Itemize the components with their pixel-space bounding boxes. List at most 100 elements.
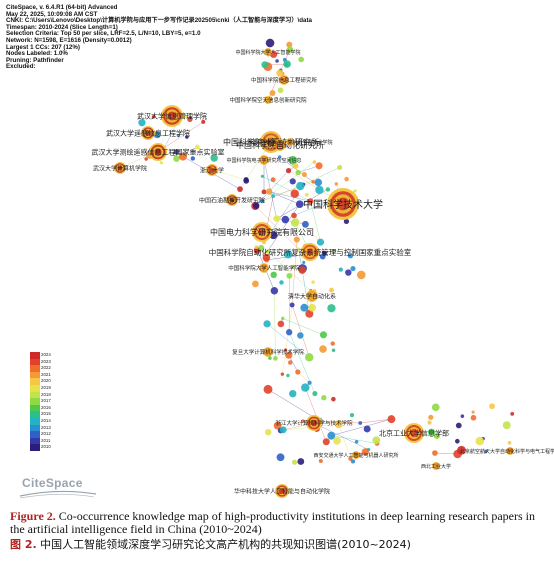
legend-year-label: 2021	[41, 371, 51, 377]
network-edge	[297, 371, 310, 383]
node-label: 中国科学院信息工程研究所	[251, 76, 318, 84]
minor-node	[302, 220, 309, 228]
minor-node	[319, 345, 327, 353]
node-ring	[306, 248, 314, 256]
minor-node	[475, 436, 485, 446]
node-label: 中国石油勘探开发研究院	[199, 196, 265, 204]
minor-node	[277, 155, 282, 159]
legend-year-label: 2022	[41, 365, 51, 371]
node-label: 武汉大学测绘遥感信息工程国家重点实验室	[92, 148, 225, 157]
node-ring	[266, 350, 270, 354]
minor-node	[315, 185, 324, 195]
minor-node	[276, 453, 285, 462]
minor-node	[308, 303, 317, 312]
minor-node	[144, 157, 148, 161]
legend-row: 2015	[30, 411, 52, 418]
legend-year-label: 2017	[41, 398, 51, 404]
minor-node	[428, 414, 434, 420]
node-label: 北京工业大学信息学部	[379, 429, 449, 438]
network-edge	[331, 435, 378, 444]
header-line: Excluded:	[6, 63, 36, 71]
citespace-logo: CiteSpace	[18, 474, 98, 500]
legend-swatch	[30, 378, 40, 385]
minor-node	[361, 448, 369, 456]
node-cas-space: 中国科学院空天信息创新研究院	[230, 96, 307, 104]
minor-node	[329, 287, 334, 293]
node-ring	[229, 197, 235, 203]
network-edge	[274, 290, 276, 359]
legend-swatch	[30, 352, 40, 359]
minor-node	[286, 41, 293, 48]
minor-node	[343, 218, 350, 225]
header-line: May 22, 2025, 10:09:08 AM CST	[6, 10, 98, 18]
network-edge	[291, 239, 298, 305]
minor-node	[290, 189, 299, 198]
minor-node	[334, 182, 339, 186]
node-ring	[209, 167, 215, 173]
minor-node	[173, 155, 180, 162]
minor-node	[312, 391, 318, 397]
minor-node	[455, 422, 462, 429]
legend-row: 2011	[30, 437, 52, 445]
network-edge	[298, 249, 304, 263]
node-ring	[117, 165, 123, 171]
minor-node	[298, 266, 306, 274]
minor-node	[151, 115, 156, 119]
minor-node	[307, 198, 314, 205]
network-edge	[360, 418, 392, 424]
minor-node	[270, 177, 276, 183]
minor-node	[330, 341, 335, 346]
legend-swatch	[30, 411, 40, 418]
node-ring	[282, 78, 286, 82]
node-ring	[258, 228, 266, 236]
node-label: 浙江大学计算机科学与技术学院	[276, 419, 354, 427]
minor-node	[301, 171, 307, 178]
header-line: Timespan: 2010-2024 (Slice Length=1)	[6, 23, 118, 31]
minor-node	[311, 280, 315, 284]
minor-node	[433, 432, 441, 440]
minor-node	[304, 192, 309, 197]
minor-node	[349, 413, 355, 418]
node-whu-info: 武汉大学信息管理学院	[137, 105, 207, 127]
network-edge	[269, 191, 300, 205]
minor-node	[285, 351, 293, 359]
minor-node	[281, 215, 290, 224]
minor-node	[338, 267, 343, 272]
minor-node	[264, 428, 272, 436]
minor-node	[432, 450, 438, 456]
minor-node	[291, 264, 295, 269]
node-ring	[434, 464, 438, 468]
node-petrochina: 中国石油勘探开发研究院	[199, 194, 265, 206]
minor-node	[265, 249, 270, 254]
minor-node	[181, 113, 187, 119]
minor-node	[288, 155, 298, 165]
minor-node	[298, 56, 305, 63]
legend-year-label: 2011	[41, 437, 51, 443]
legend-year-label: 2015	[41, 411, 51, 417]
node-ring	[145, 130, 151, 136]
node-buaa-auto: 北京航空航天大学自动化科学与电气工程学院	[460, 447, 554, 455]
minor-node	[319, 253, 326, 260]
legend-year-label: 2018	[41, 391, 51, 397]
legend-year-label: 2013	[41, 424, 51, 430]
legend-year-label: 2023	[41, 358, 51, 364]
network-edge	[282, 318, 324, 336]
node-hust-ai: 华中科技大学人工智能与自动化学院	[234, 484, 330, 498]
minor-node	[302, 260, 306, 265]
node-ring	[154, 148, 162, 156]
minor-node	[190, 156, 196, 161]
minor-node	[261, 61, 269, 69]
minor-node	[185, 135, 189, 139]
minor-node	[358, 421, 363, 425]
minor-node	[291, 459, 298, 465]
minor-node	[507, 441, 512, 445]
node-ustc: 中国科学技术大学	[303, 188, 383, 220]
network-edge	[293, 215, 321, 243]
node-label: 中国科学院自动化研究所复杂系统管理与控制国家重点实验室	[209, 247, 412, 257]
legend-swatch	[30, 404, 40, 412]
node-ring	[262, 158, 266, 162]
network-edge	[266, 323, 310, 358]
minor-node	[286, 46, 294, 53]
minor-node	[353, 189, 357, 193]
network-edge	[298, 249, 310, 314]
